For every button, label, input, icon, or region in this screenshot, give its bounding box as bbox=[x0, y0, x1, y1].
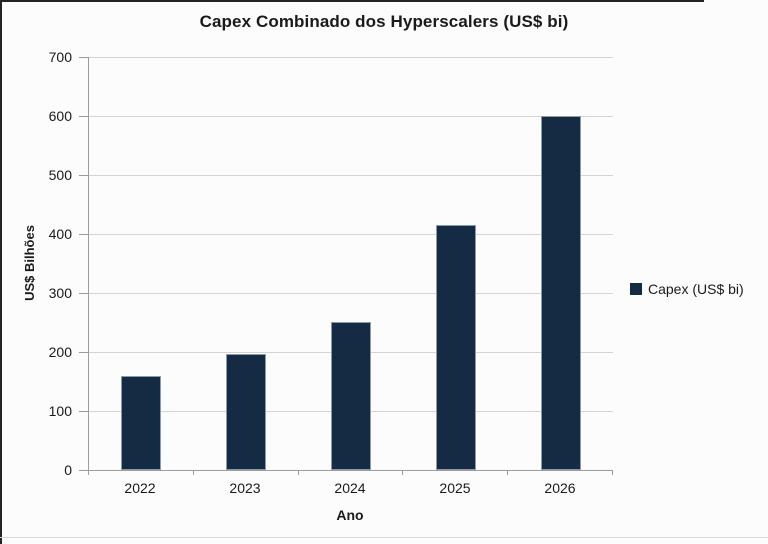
frame-bottom-border bbox=[0, 537, 768, 538]
y-tick-label-0: 0 bbox=[64, 462, 72, 478]
gridline-700 bbox=[89, 57, 613, 58]
y-tick-label-700: 700 bbox=[48, 49, 72, 65]
chart-title: Capex Combinado dos Hyperscalers (US$ bi… bbox=[199, 12, 569, 31]
x-tick-mark-2 bbox=[298, 470, 299, 475]
x-tick-mark-4 bbox=[507, 470, 508, 475]
bar-2023 bbox=[226, 354, 266, 470]
legend-label: Capex (US$ bi) bbox=[648, 281, 744, 297]
legend: Capex (US$ bi) bbox=[630, 281, 744, 297]
bar-2026 bbox=[541, 116, 581, 470]
frame-left-border bbox=[0, 0, 2, 544]
y-tick-mark-300 bbox=[79, 293, 88, 294]
x-tick-label-2025: 2025 bbox=[439, 480, 471, 496]
x-tick-mark-0 bbox=[88, 470, 89, 475]
y-tick-mark-200 bbox=[79, 352, 88, 353]
x-tick-label-2026: 2026 bbox=[544, 480, 576, 496]
y-tick-mark-700 bbox=[79, 57, 88, 58]
x-tick-mark-1 bbox=[193, 470, 194, 475]
gridline-600 bbox=[89, 116, 613, 117]
bar-2024 bbox=[331, 322, 371, 470]
bar-2022 bbox=[121, 376, 161, 470]
frame-top-border bbox=[0, 0, 704, 2]
gridline-500 bbox=[89, 175, 613, 176]
y-tick-label-200: 200 bbox=[48, 344, 72, 360]
y-tick-mark-500 bbox=[79, 175, 88, 176]
x-tick-label-2024: 2024 bbox=[334, 480, 366, 496]
bar-2025 bbox=[436, 225, 476, 470]
x-tick-mark-3 bbox=[402, 470, 403, 475]
y-tick-mark-400 bbox=[79, 234, 88, 235]
x-tick-label-2023: 2023 bbox=[229, 480, 261, 496]
legend-swatch-icon bbox=[630, 283, 642, 295]
y-tick-label-600: 600 bbox=[48, 108, 72, 124]
gridline-300 bbox=[89, 293, 613, 294]
y-tick-mark-0 bbox=[79, 470, 88, 471]
plot-area bbox=[88, 57, 613, 471]
y-tick-mark-600 bbox=[79, 116, 88, 117]
x-tick-mark-5 bbox=[612, 470, 613, 475]
gridline-400 bbox=[89, 234, 613, 235]
y-tick-label-400: 400 bbox=[48, 226, 72, 242]
y-tick-label-100: 100 bbox=[48, 403, 72, 419]
y-tick-label-300: 300 bbox=[48, 285, 72, 301]
y-tick-label-500: 500 bbox=[48, 167, 72, 183]
x-tick-label-2022: 2022 bbox=[124, 480, 156, 496]
x-axis-title: Ano bbox=[336, 507, 364, 523]
y-tick-mark-100 bbox=[79, 411, 88, 412]
